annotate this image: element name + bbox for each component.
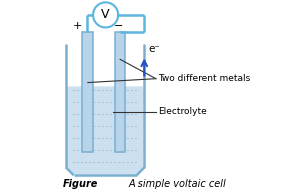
Text: −: − bbox=[113, 21, 123, 31]
Text: A simple voltaic cell: A simple voltaic cell bbox=[129, 179, 226, 189]
Bar bbox=[115, 32, 126, 152]
Polygon shape bbox=[67, 86, 143, 174]
Text: e⁻: e⁻ bbox=[149, 44, 161, 54]
Text: Figure: Figure bbox=[63, 179, 98, 189]
Text: Electrolyte: Electrolyte bbox=[158, 107, 206, 116]
Text: Two different metals: Two different metals bbox=[158, 74, 250, 83]
Polygon shape bbox=[93, 2, 118, 27]
Text: +: + bbox=[72, 21, 82, 31]
Bar bbox=[82, 32, 93, 152]
Text: V: V bbox=[101, 8, 110, 21]
